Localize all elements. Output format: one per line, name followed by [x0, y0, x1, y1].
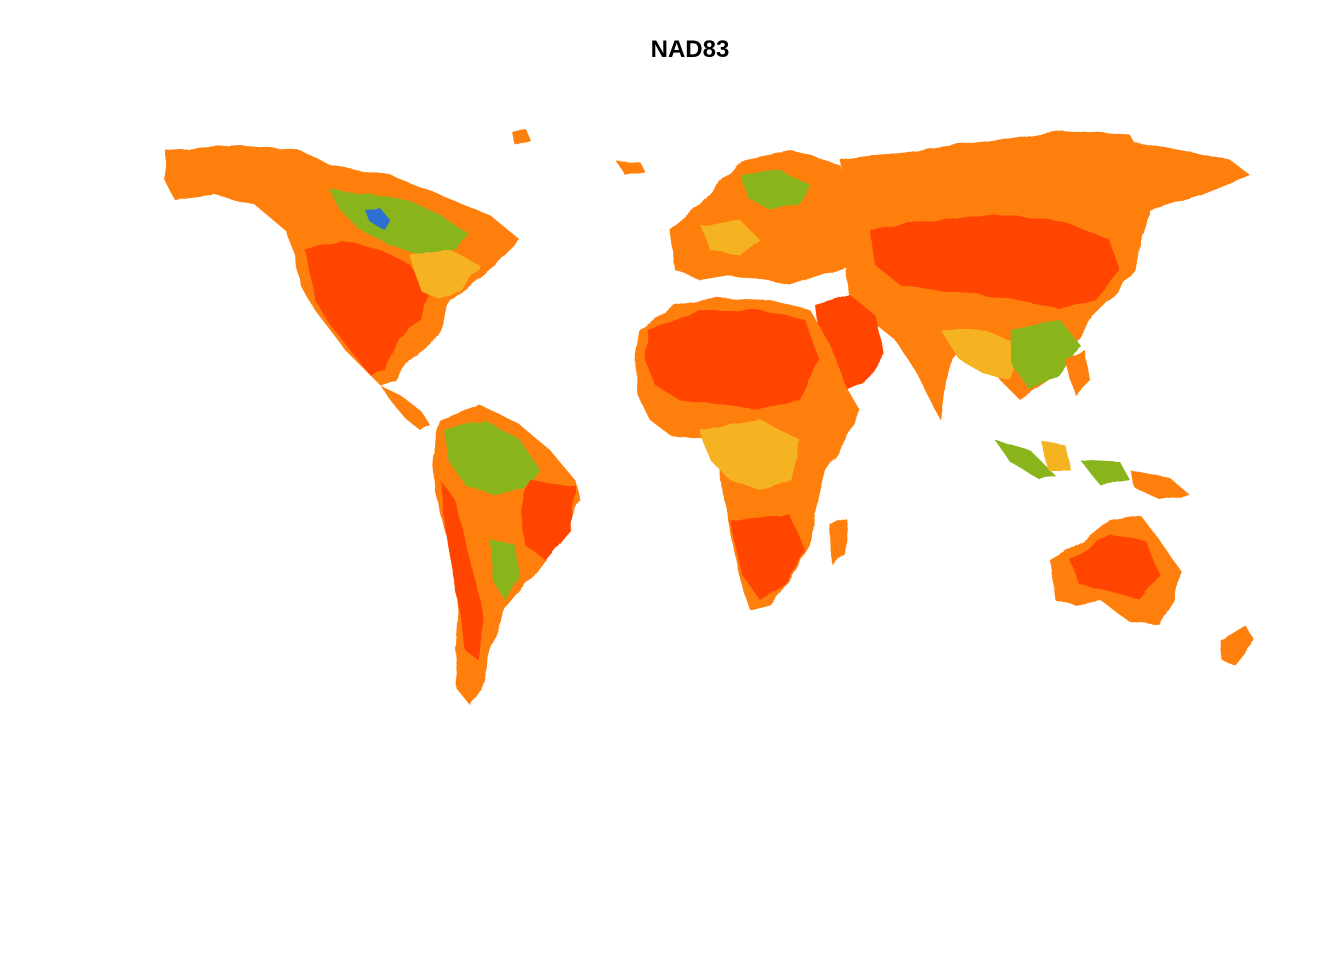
europe-landmass	[670, 150, 860, 285]
map-title: NAD83	[650, 36, 730, 63]
africa-landmass	[635, 298, 860, 610]
southeast-asia-islands	[995, 350, 1190, 500]
asia-landmass	[840, 130, 1250, 420]
north-america-landmass	[165, 145, 520, 430]
greenland-landmass	[510, 128, 645, 175]
south-america-landmass	[432, 405, 580, 705]
australia-landmass	[1050, 515, 1255, 665]
